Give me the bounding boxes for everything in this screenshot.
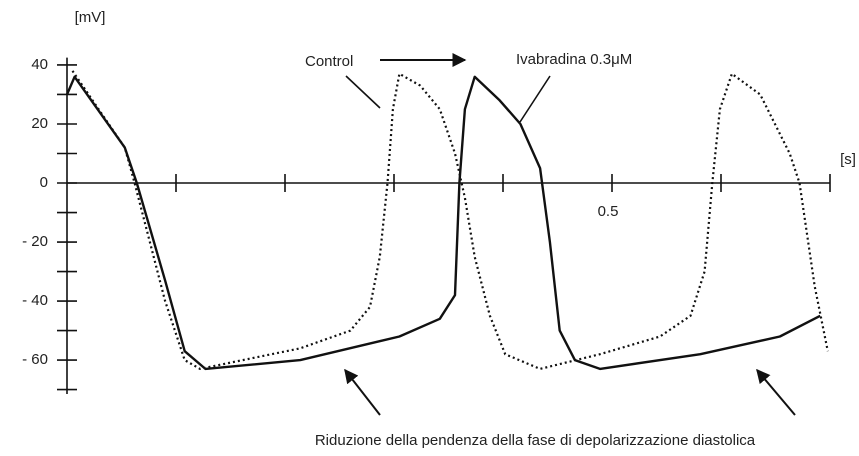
y-tick-label: - 60: [22, 351, 48, 368]
x-tick-label: 0.5: [598, 203, 619, 220]
pointer-line: [519, 75, 551, 123]
y-axis-label: [mV]: [75, 9, 106, 26]
y-tick-label: 0: [40, 174, 48, 191]
pointer-line: [345, 75, 381, 109]
series-label: Control: [305, 53, 353, 70]
y-tick-label: 40: [31, 56, 48, 73]
annotation-arrow: [756, 368, 796, 416]
annotation: Riduzione della pendenza della fase di d…: [315, 432, 756, 449]
y-tick-label: 20: [31, 115, 48, 132]
y-tick-label: - 20: [22, 233, 48, 250]
annotation-arrow: [344, 368, 381, 416]
series-label: Ivabradina 0.3μM: [516, 51, 632, 68]
series-line: [65, 75, 821, 371]
x-axis-label: [s]: [840, 151, 856, 168]
y-tick-label: - 40: [22, 292, 48, 309]
series-line: [71, 70, 829, 370]
